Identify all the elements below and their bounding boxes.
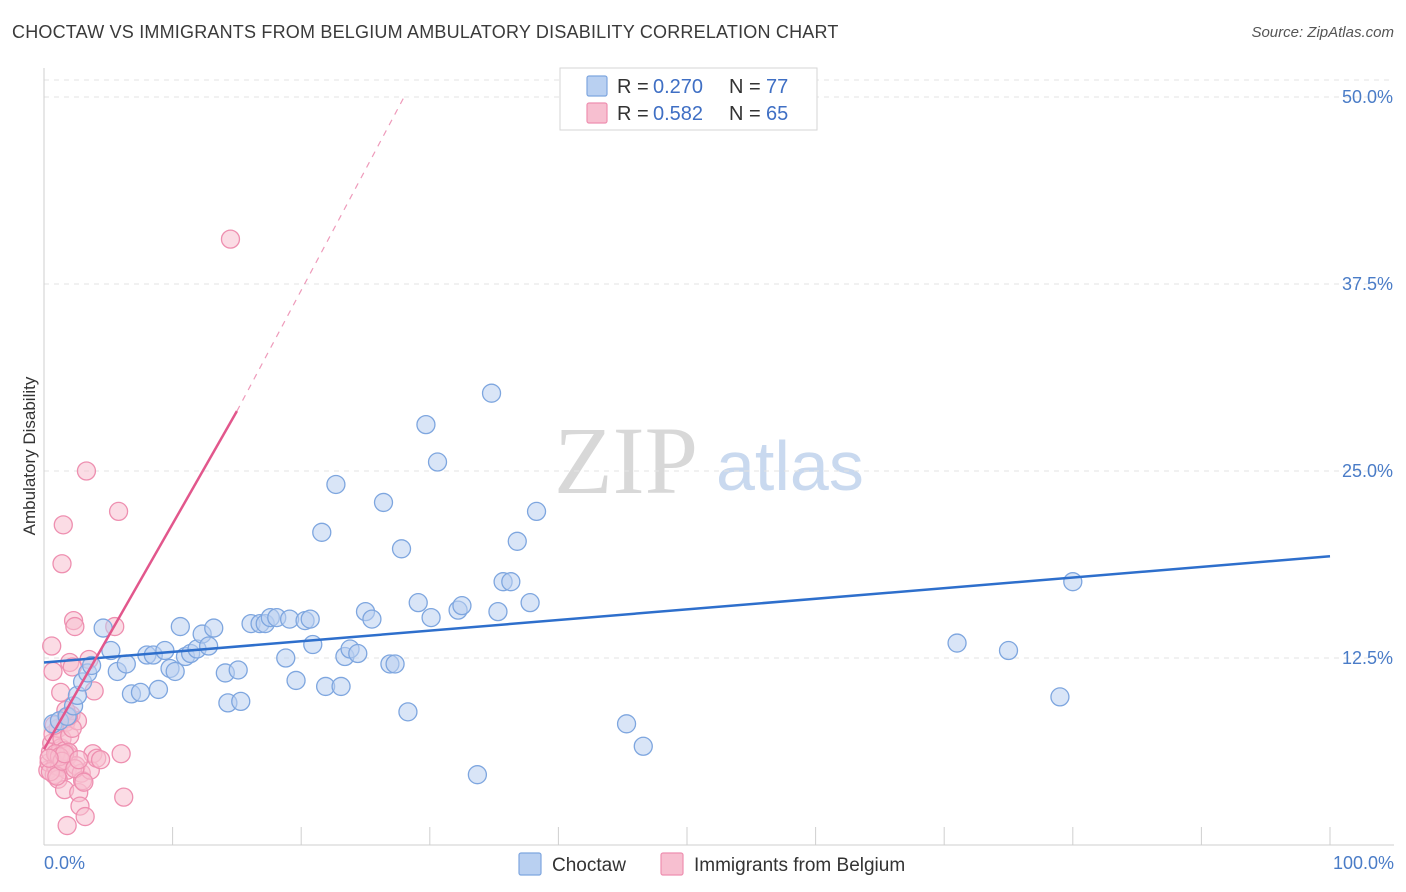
point-choctaw-40 [300,609,320,629]
point-belgium-31 [65,616,85,637]
point-choctaw-73 [998,640,1019,661]
point-choctaw-71 [633,736,653,756]
legend-r-value-belgium: 0.582 [653,103,703,125]
grid-lines [44,79,1394,659]
x-tick-label-min: 0.0% [44,853,85,873]
point-belgium-38 [75,806,95,827]
bottom-legend-label-belgium: Immigrants from Belgium [694,855,905,876]
point-belgium-20 [43,661,63,682]
trend-lines [42,96,1331,750]
legend-n-value-belgium: 65 [766,103,788,125]
legend-r-label-choctaw: R = [617,76,649,98]
point-choctaw-19 [165,661,185,682]
source-credit: Source: ZipAtlas.com [1251,24,1394,41]
point-choctaw-67 [507,531,527,551]
point-choctaw-69 [526,501,547,522]
point-choctaw-48 [348,643,368,664]
series-belgium-points [38,229,241,836]
legend-n-label-belgium: N = [729,103,761,125]
point-choctaw-57 [416,414,436,435]
point-belgium-22 [51,682,71,703]
point-belgium-64 [39,748,59,768]
y-tick-label-2: 37.5% [1342,274,1393,294]
point-choctaw-9 [101,640,121,661]
trendline-belgium-extension [236,96,405,412]
point-choctaw-56 [408,592,428,613]
point-choctaw-64 [488,601,508,622]
bottom-legend-swatch-belgium [660,852,684,876]
point-choctaw-45 [331,676,351,697]
y-tick-label-3: 50.0% [1342,87,1393,107]
point-choctaw-38 [286,670,306,691]
x-tick-label-max: 100.0% [1333,853,1394,873]
chart-title: CHOCTAW VS IMMIGRANTS FROM BELGIUM AMBUL… [12,22,839,42]
point-choctaw-17 [155,640,175,661]
point-choctaw-55 [398,702,418,722]
y-axis-tick-labels: 12.5% 25.0% 37.5% 50.0% [1342,87,1393,668]
watermark-zip: ZIP [554,407,698,514]
point-belgium-23 [52,554,72,574]
point-belgium-24 [53,515,73,535]
y-tick-label-1: 25.0% [1342,461,1393,481]
point-choctaw-74 [1050,687,1070,707]
point-belgium-39 [76,461,97,481]
point-choctaw-36 [276,648,296,668]
point-belgium-19 [42,636,62,656]
legend-n-label-choctaw: N = [729,76,761,98]
point-choctaw-75 [1063,572,1083,592]
point-choctaw-42 [312,522,332,542]
point-belgium-63 [74,772,94,792]
point-choctaw-54 [391,539,412,559]
point-belgium-47 [108,501,129,522]
point-choctaw-44 [326,474,346,495]
legend-n-value-choctaw: 77 [766,76,788,98]
x-axis-ticks [172,827,1331,845]
point-choctaw-58 [421,607,441,628]
axes [43,68,1394,846]
point-choctaw-72 [947,633,967,653]
trendline-choctaw [43,555,1331,664]
legend-r-label-belgium: R = [617,103,649,125]
point-choctaw-59 [427,452,448,472]
point-belgium-50 [220,229,241,249]
legend-r-value-choctaw: 0.270 [653,76,703,98]
legend-swatch-choctaw [586,75,608,97]
point-choctaw-11 [116,654,136,674]
trendline-belgium [42,410,238,750]
point-belgium-48 [111,744,131,764]
point-belgium-26 [57,815,77,836]
point-choctaw-53 [385,654,405,674]
point-belgium-62 [69,750,89,770]
point-choctaw-26 [204,618,224,638]
point-choctaw-63 [481,383,502,403]
point-choctaw-51 [373,492,394,513]
bottom-legend-swatch-choctaw [518,852,542,876]
series-legend: Choctaw Immigrants from Belgium [518,852,905,876]
y-axis-label: Ambulatory Disability [20,376,39,535]
point-choctaw-25 [198,636,219,656]
point-choctaw-20 [170,616,190,637]
point-belgium-49 [114,787,134,807]
point-choctaw-66 [501,572,521,592]
point-choctaw-29 [228,660,248,680]
watermark-atlas: atlas [716,427,864,505]
point-choctaw-30 [231,691,251,712]
y-tick-label-0: 12.5% [1342,648,1393,668]
point-choctaw-68 [520,592,540,613]
legend-swatch-belgium [586,102,608,124]
point-choctaw-62 [467,765,488,785]
bottom-legend-label-choctaw: Choctaw [552,855,626,876]
point-choctaw-16 [148,679,169,700]
point-choctaw-70 [616,714,637,734]
point-choctaw-41 [303,634,323,655]
stats-legend: R = 0.270 N = 77 R = 0.582 N = 65 [559,67,818,131]
point-choctaw-13 [130,682,151,703]
point-belgium-45 [90,750,111,770]
point-choctaw-50 [362,609,382,629]
point-choctaw-61 [452,595,472,616]
